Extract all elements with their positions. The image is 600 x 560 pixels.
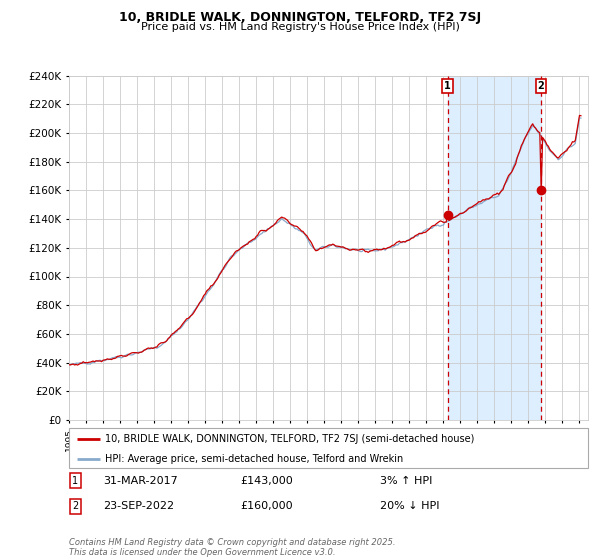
Text: 2: 2: [538, 81, 544, 91]
Text: 3% ↑ HPI: 3% ↑ HPI: [380, 476, 433, 486]
Text: 23-SEP-2022: 23-SEP-2022: [103, 501, 174, 511]
Text: Price paid vs. HM Land Registry's House Price Index (HPI): Price paid vs. HM Land Registry's House …: [140, 22, 460, 32]
Text: 31-MAR-2017: 31-MAR-2017: [103, 476, 178, 486]
Text: HPI: Average price, semi-detached house, Telford and Wrekin: HPI: Average price, semi-detached house,…: [106, 454, 404, 464]
Text: 2: 2: [72, 501, 79, 511]
Bar: [448, 76, 541, 420]
FancyBboxPatch shape: [69, 428, 588, 468]
Text: 1: 1: [444, 81, 451, 91]
Text: 10, BRIDLE WALK, DONNINGTON, TELFORD, TF2 7SJ (semi-detached house): 10, BRIDLE WALK, DONNINGTON, TELFORD, TF…: [106, 435, 475, 445]
Text: 10, BRIDLE WALK, DONNINGTON, TELFORD, TF2 7SJ: 10, BRIDLE WALK, DONNINGTON, TELFORD, TF…: [119, 11, 481, 24]
Text: Contains HM Land Registry data © Crown copyright and database right 2025.
This d: Contains HM Land Registry data © Crown c…: [69, 538, 395, 557]
Text: 1: 1: [72, 476, 78, 486]
Text: £143,000: £143,000: [240, 476, 293, 486]
Text: 20% ↓ HPI: 20% ↓ HPI: [380, 501, 440, 511]
Text: £160,000: £160,000: [240, 501, 293, 511]
